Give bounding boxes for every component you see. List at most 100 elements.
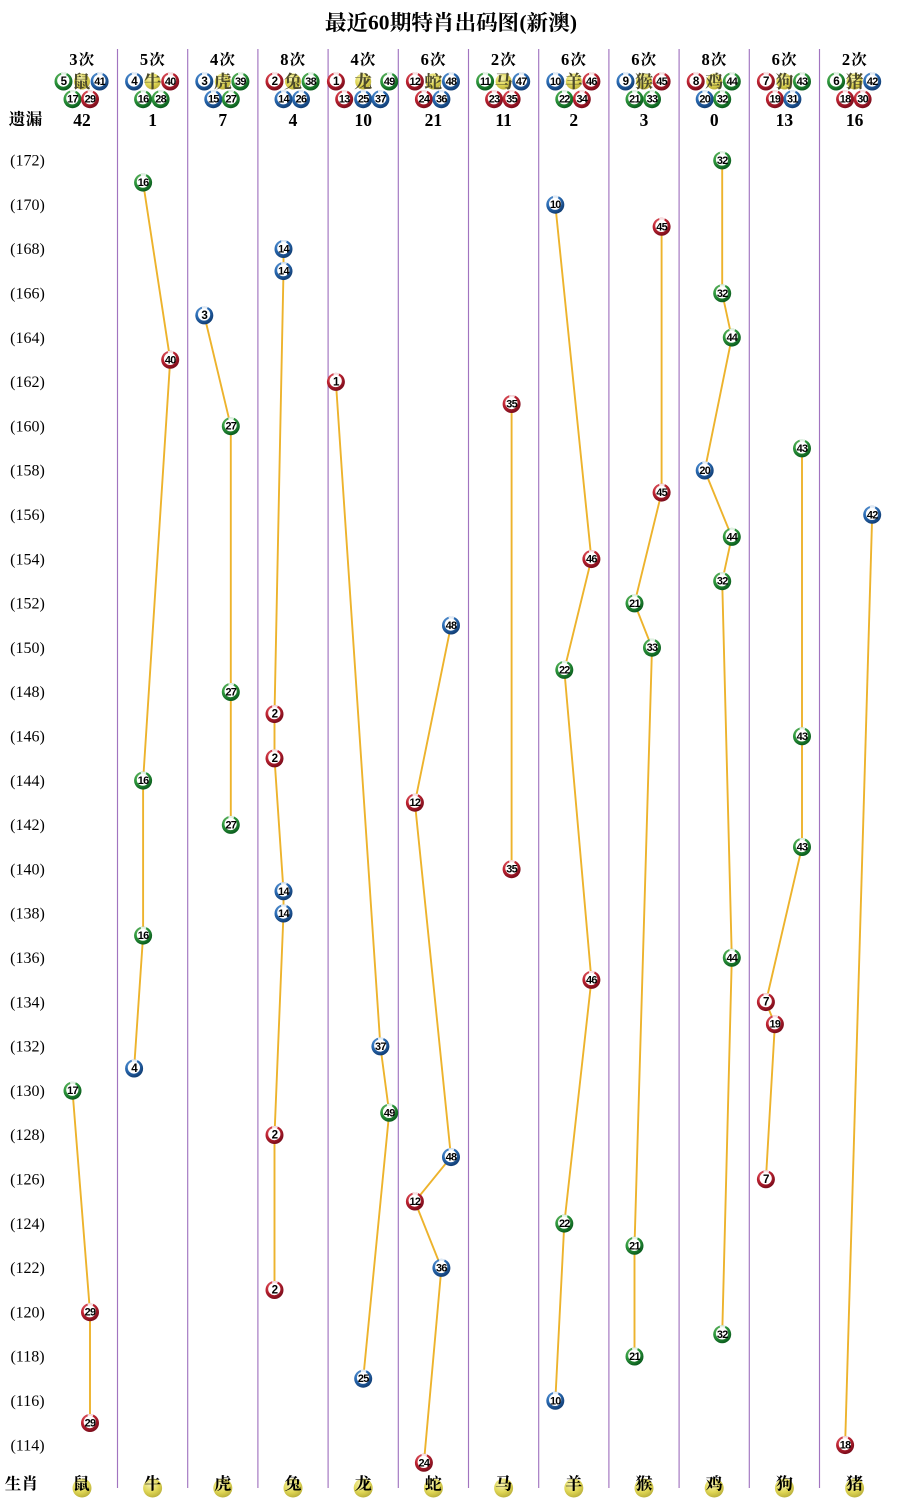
svg-text:49: 49 — [384, 1107, 395, 1119]
svg-text:27: 27 — [225, 94, 236, 106]
svg-text:6: 6 — [833, 75, 840, 88]
svg-text:4: 4 — [210, 50, 218, 69]
svg-text:(134): (134) — [10, 994, 45, 1011]
svg-text:39: 39 — [235, 76, 246, 88]
svg-text:25: 25 — [358, 1373, 369, 1385]
svg-text:4: 4 — [350, 50, 358, 69]
svg-text:27: 27 — [225, 687, 236, 699]
svg-text:(124): (124) — [10, 1216, 45, 1233]
svg-text:10: 10 — [550, 199, 561, 211]
svg-text:0: 0 — [710, 110, 719, 130]
svg-text:23: 23 — [489, 94, 500, 106]
svg-text:43: 43 — [797, 76, 808, 88]
svg-text:(160): (160) — [10, 418, 45, 435]
svg-text:43: 43 — [797, 443, 808, 455]
svg-text:8: 8 — [701, 50, 709, 69]
svg-text:45: 45 — [656, 487, 667, 499]
svg-text:13: 13 — [339, 94, 350, 106]
svg-text:10: 10 — [354, 110, 372, 130]
svg-text:(164): (164) — [10, 330, 45, 347]
svg-text:10: 10 — [550, 76, 561, 88]
svg-text:49: 49 — [384, 76, 395, 88]
svg-text:16: 16 — [138, 94, 149, 106]
svg-text:17: 17 — [67, 1085, 78, 1097]
svg-text:(142): (142) — [10, 817, 45, 834]
svg-text:36: 36 — [436, 94, 447, 106]
svg-text:6: 6 — [561, 50, 569, 69]
svg-text:(122): (122) — [10, 1260, 45, 1277]
svg-text:1: 1 — [333, 75, 340, 88]
svg-text:25: 25 — [358, 94, 369, 106]
svg-text:(128): (128) — [10, 1127, 45, 1144]
svg-text:(138): (138) — [10, 906, 45, 923]
svg-text:14: 14 — [278, 94, 289, 106]
svg-text:21: 21 — [425, 110, 443, 130]
svg-text:37: 37 — [375, 1041, 386, 1053]
svg-text:33: 33 — [647, 642, 658, 654]
svg-text:(168): (168) — [10, 241, 45, 258]
svg-text:32: 32 — [717, 576, 728, 588]
svg-text:6: 6 — [421, 50, 429, 69]
svg-text:27: 27 — [225, 421, 236, 433]
svg-text:4: 4 — [131, 75, 138, 88]
svg-text:32: 32 — [717, 288, 728, 300]
svg-text:21: 21 — [629, 94, 640, 106]
svg-text:14: 14 — [278, 886, 289, 898]
svg-text:24: 24 — [419, 94, 430, 106]
svg-text:8: 8 — [280, 50, 288, 69]
svg-text:10: 10 — [550, 1395, 561, 1407]
svg-text:45: 45 — [656, 221, 667, 233]
svg-text:47: 47 — [516, 76, 527, 88]
svg-text:(132): (132) — [10, 1039, 45, 1056]
svg-text:(116): (116) — [10, 1393, 44, 1410]
svg-text:21: 21 — [629, 1240, 640, 1252]
svg-text:(146): (146) — [10, 729, 45, 746]
svg-text:48: 48 — [446, 1152, 457, 1164]
svg-text:7: 7 — [763, 75, 769, 88]
svg-text:9: 9 — [623, 75, 630, 88]
svg-text:(136): (136) — [10, 950, 45, 967]
svg-text:11: 11 — [495, 110, 512, 130]
svg-text:27: 27 — [225, 819, 236, 831]
svg-text:(150): (150) — [10, 640, 45, 657]
svg-text:(170): (170) — [10, 197, 45, 214]
svg-text:41: 41 — [94, 76, 105, 88]
svg-text:(140): (140) — [10, 861, 45, 878]
svg-text:20: 20 — [699, 465, 710, 477]
svg-text:2: 2 — [272, 752, 278, 765]
svg-text:5: 5 — [140, 50, 148, 69]
svg-text:2: 2 — [272, 1284, 278, 1297]
svg-text:3: 3 — [69, 50, 77, 69]
svg-text:2: 2 — [272, 708, 278, 721]
svg-text:(156): (156) — [10, 507, 45, 524]
svg-text:48: 48 — [446, 620, 457, 632]
svg-text:12: 12 — [410, 797, 421, 809]
svg-text:(148): (148) — [10, 684, 45, 701]
svg-text:40: 40 — [165, 76, 176, 88]
svg-text:20: 20 — [699, 94, 710, 106]
svg-text:1: 1 — [148, 110, 157, 130]
svg-text:): ) — [570, 11, 577, 35]
svg-text:16: 16 — [138, 775, 149, 787]
svg-text:18: 18 — [840, 1440, 851, 1452]
svg-text:(126): (126) — [10, 1172, 45, 1189]
svg-text:14: 14 — [278, 266, 289, 278]
svg-text:7: 7 — [218, 110, 227, 130]
svg-text:13: 13 — [776, 110, 794, 130]
svg-text:40: 40 — [165, 354, 176, 366]
svg-text:45: 45 — [656, 76, 667, 88]
svg-text:35: 35 — [506, 399, 517, 411]
svg-text:30: 30 — [857, 94, 868, 106]
svg-text:32: 32 — [717, 94, 728, 106]
svg-text:28: 28 — [155, 94, 166, 106]
svg-text:2: 2 — [842, 50, 850, 69]
svg-text:44: 44 — [726, 332, 737, 344]
svg-text:44: 44 — [726, 531, 737, 543]
svg-text:36: 36 — [436, 1262, 447, 1274]
svg-text:35: 35 — [506, 94, 517, 106]
svg-text:16: 16 — [138, 930, 149, 942]
svg-text:46: 46 — [586, 974, 597, 986]
svg-text:(166): (166) — [10, 286, 45, 303]
svg-text:4: 4 — [131, 1062, 138, 1075]
svg-text:3: 3 — [640, 110, 649, 130]
